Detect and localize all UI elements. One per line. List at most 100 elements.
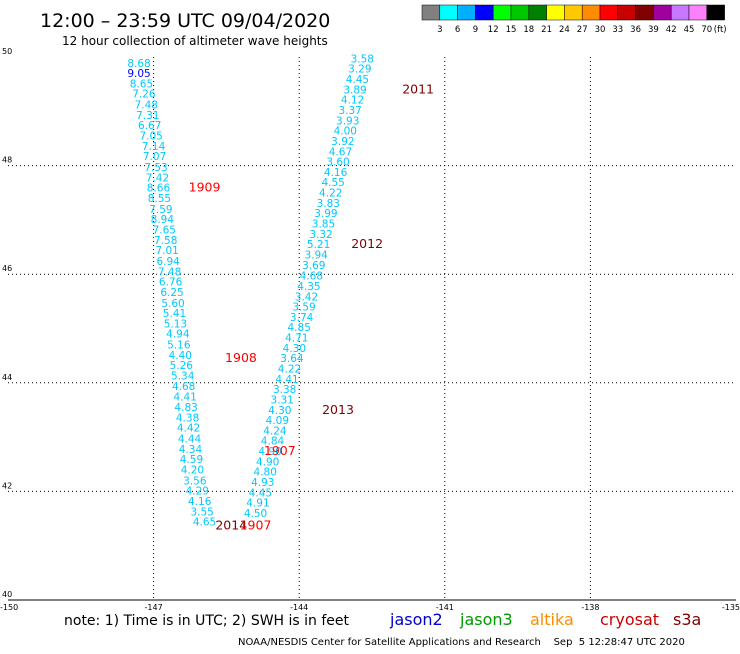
chart-title: 12:00 – 23:59 UTC 09/04/2020 (40, 10, 330, 32)
color-swatch (457, 4, 476, 21)
wave-height-label: 4.34 (179, 444, 203, 456)
wave-height-label: 3.58 (351, 53, 374, 65)
wave-height-label: 6.76 (159, 277, 183, 289)
legend-entry: cryosat (600, 610, 659, 629)
time-label: 1907 (240, 517, 272, 532)
wave-height-label: 4.16 (324, 167, 348, 179)
wave-height-label: 8.55 (148, 193, 171, 205)
wave-height-label: 5.34 (171, 371, 195, 383)
wave-height-label: 8.94 (151, 214, 175, 226)
x-tick-label: -150 (0, 603, 18, 612)
wave-height-label: 4.22 (319, 188, 342, 200)
time-label: 1907 (264, 443, 296, 458)
grid-lines (8, 57, 736, 600)
color-swatch (510, 4, 530, 21)
wave-height-label: 4.12 (341, 95, 364, 107)
wave-height-label: 9.05 (127, 68, 150, 80)
color-scale-label: 18 (523, 25, 534, 35)
wave-height-label: 7.26 (132, 89, 156, 101)
wave-height-label: 4.94 (166, 329, 190, 341)
wave-height-label: 8.65 (130, 78, 153, 90)
wave-height-label: 4.30 (283, 343, 306, 355)
wave-height-label: 4.41 (173, 392, 196, 404)
color-scale-label: 45 (684, 25, 695, 35)
wave-height-label: 3.99 (314, 208, 337, 220)
time-label: 1909 (189, 180, 221, 195)
legend-entry: jason3 (459, 610, 513, 629)
wave-height-label: 3.37 (338, 105, 361, 117)
wave-height-label: 7.14 (142, 141, 166, 153)
wave-height-label: 5.60 (161, 298, 184, 310)
data-labels: 8.689.058.657.267.487.316.677.057.147.07… (127, 53, 374, 528)
wave-height-label: 3.55 (190, 506, 213, 518)
wave-height-label: 4.22 (278, 363, 301, 375)
y-tick-label: 40 (2, 590, 12, 599)
wave-height-label: 8.66 (147, 183, 171, 195)
wave-height-label: 4.65 (193, 517, 216, 529)
color-swatch (653, 4, 672, 21)
wave-height-label: 3.42 (295, 291, 318, 303)
y-tick-label: 44 (2, 373, 12, 382)
color-scale-label: 36 (630, 25, 641, 35)
wave-height-label: 5.13 (164, 318, 187, 330)
wave-height-label: 4.29 (186, 486, 209, 498)
wave-height-label: 4.55 (321, 177, 344, 189)
wave-height-label: 3.74 (290, 312, 314, 324)
y-tick-label: 42 (2, 481, 12, 490)
wave-height-label: 4.67 (329, 146, 352, 158)
color-scale-label: 3 (437, 25, 442, 35)
color-swatch (528, 4, 547, 21)
wave-height-label: 4.45 (249, 487, 272, 499)
x-tick-label: -144 (290, 603, 308, 612)
legend-entry: s3a (673, 610, 701, 629)
wave-height-label: 4.45 (346, 74, 369, 86)
wave-height-label: 3.59 (292, 302, 315, 314)
wave-height-label: 7.53 (144, 162, 167, 174)
wave-height-label: 7.48 (135, 100, 158, 112)
color-swatch (670, 4, 690, 21)
color-scale-label: 70 (701, 25, 712, 35)
wave-height-label: 5.26 (170, 360, 194, 372)
wave-height-label: 3.64 (280, 353, 304, 365)
color-swatch (581, 4, 601, 21)
wave-height-label: 7.58 (154, 235, 177, 247)
wave-height-label: 4.24 (263, 425, 287, 437)
wave-height-label: 7.42 (146, 172, 169, 184)
time-label: 2011 (402, 81, 434, 96)
x-tick-label: -135 (722, 603, 740, 612)
wave-height-label: 6.94 (156, 256, 180, 268)
wave-height-label: 3.93 (336, 115, 359, 127)
wave-height-label: 4.41 (275, 374, 298, 386)
wave-height-label: 4.30 (268, 405, 291, 417)
wave-height-label: 5.21 (307, 239, 330, 251)
wave-height-label: 4.68 (300, 271, 323, 283)
wave-height-label: 3.60 (326, 157, 349, 169)
color-swatch (421, 4, 441, 21)
x-tick-label: -138 (581, 603, 599, 612)
wave-height-label: 7.31 (136, 110, 159, 122)
wave-height-label: 5.41 (163, 308, 186, 320)
wave-height-label: 4.09 (266, 415, 289, 427)
wave-height-label: 4.35 (297, 281, 320, 293)
wave-height-label: 3.31 (271, 394, 294, 406)
wave-height-label: 6.25 (160, 287, 183, 299)
wave-height-label: 7.48 (158, 266, 181, 278)
y-tick-label: 48 (2, 156, 12, 165)
wave-height-label: 4.80 (254, 467, 277, 479)
wave-height-label: 3.89 (343, 84, 366, 96)
color-swatch (599, 4, 619, 21)
color-scale-label: 9 (473, 25, 478, 35)
color-scale-label: 15 (506, 25, 517, 35)
color-scale-label: 39 (648, 25, 659, 35)
color-scale-label: 6 (455, 25, 460, 35)
color-scale-label: 24 (559, 25, 570, 35)
color-scale-label: 12 (488, 25, 499, 35)
wave-height-label: 3.85 (312, 219, 335, 231)
time-label: 2012 (351, 236, 383, 251)
wave-height-label: 4.16 (188, 496, 212, 508)
time-label: 1908 (225, 350, 257, 365)
wave-height-label: 4.38 (176, 412, 199, 424)
